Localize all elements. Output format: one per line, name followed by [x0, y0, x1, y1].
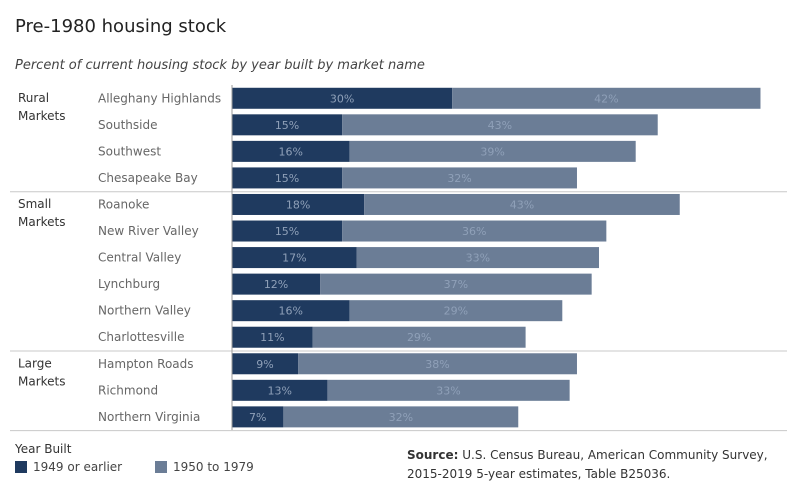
legend-item-1950-to-1979: 1950 to 1979	[155, 460, 254, 474]
bar-charlottesville-1949-or-earlier	[232, 326, 313, 348]
group-label-rural-markets-line-2: Markets	[18, 109, 66, 123]
category-label-hampton-roads: Hampton Roads	[98, 357, 194, 371]
legend-swatch-1950-to-1979	[155, 461, 167, 473]
bar-southwest-1950-to-1979	[349, 140, 636, 162]
category-label-richmond: Richmond	[98, 383, 158, 397]
bar-northern-virginia-1950-to-1979	[283, 406, 519, 428]
bar-northern-virginia-1949-or-earlier	[232, 406, 284, 428]
legend-label-1949-or-earlier: 1949 or earlier	[33, 460, 123, 474]
category-label-chesapeake-bay: Chesapeake Bay	[98, 171, 198, 185]
source-note: Source: U.S. Census Bureau, American Com…	[407, 446, 787, 484]
group-label-small-markets-line-1: Small	[18, 197, 51, 211]
data-label-northern-virginia-1950-to-1979: 32%	[389, 411, 413, 424]
category-label-new-river-valley: New River Valley	[98, 224, 199, 238]
data-label-lynchburg-1950-to-1979: 37%	[444, 278, 468, 291]
category-label-central-valley: Central Valley	[98, 251, 181, 265]
data-label-southside-1950-to-1979: 43%	[488, 119, 512, 132]
bar-richmond-1950-to-1979	[327, 379, 570, 401]
bar-richmond-1949-or-earlier	[232, 379, 328, 401]
data-label-lynchburg-1949-or-earlier: 12%	[264, 278, 288, 291]
bar-new-river-valley-1949-or-earlier	[232, 220, 343, 242]
bar-lynchburg-1949-or-earlier	[232, 273, 321, 295]
category-label-roanoke: Roanoke	[98, 197, 149, 211]
category-label-southside: Southside	[98, 118, 157, 132]
data-label-charlottesville-1950-to-1979: 29%	[407, 331, 431, 344]
data-label-charlottesville-1949-or-earlier: 11%	[260, 331, 284, 344]
group-label-rural-markets-line-1: Rural	[18, 91, 49, 105]
data-label-richmond-1950-to-1979: 33%	[436, 384, 460, 397]
chart-subtitle: Percent of current housing stock by year…	[15, 58, 425, 73]
data-label-central-valley-1949-or-earlier: 17%	[282, 252, 306, 265]
chart-title: Pre-1980 housing stock	[15, 16, 227, 37]
data-label-northern-valley-1949-or-earlier: 16%	[278, 305, 302, 318]
bar-charlottesville-1950-to-1979	[312, 326, 526, 348]
bar-northern-valley-1950-to-1979	[349, 300, 563, 322]
data-label-northern-valley-1950-to-1979: 29%	[444, 305, 468, 318]
data-label-new-river-valley-1949-or-earlier: 15%	[275, 225, 299, 238]
data-label-northern-virginia-1949-or-earlier: 7%	[249, 411, 266, 424]
bar-central-valley-1949-or-earlier	[232, 247, 357, 269]
legend-label-1950-to-1979: 1950 to 1979	[173, 460, 254, 474]
group-label-large-markets-line-2: Markets	[18, 375, 66, 389]
bar-new-river-valley-1950-to-1979	[342, 220, 607, 242]
bar-southwest-1949-or-earlier	[232, 140, 350, 162]
bar-lynchburg-1950-to-1979	[320, 273, 592, 295]
group-label-large-markets-line-1: Large	[18, 357, 52, 371]
data-label-chesapeake-bay-1949-or-earlier: 15%	[275, 172, 299, 185]
bar-southside-1950-to-1979	[342, 114, 658, 136]
bar-hampton-roads-1949-or-earlier	[232, 353, 299, 375]
source-text: U.S. Census Bureau, American Community S…	[407, 448, 768, 481]
data-label-hampton-roads-1950-to-1979: 38%	[425, 358, 449, 371]
category-label-alleghany-highlands: Alleghany Highlands	[98, 91, 221, 105]
bar-roanoke-1949-or-earlier	[232, 193, 365, 215]
legend-item-1949-or-earlier: 1949 or earlier	[15, 460, 122, 474]
bar-chesapeake-bay-1950-to-1979	[342, 167, 577, 189]
data-label-hampton-roads-1949-or-earlier: 9%	[256, 358, 273, 371]
category-label-lynchburg: Lynchburg	[98, 277, 160, 291]
data-label-chesapeake-bay-1950-to-1979: 32%	[447, 172, 471, 185]
data-label-roanoke-1949-or-earlier: 18%	[286, 198, 310, 211]
data-label-southside-1949-or-earlier: 15%	[275, 119, 299, 132]
legend-title: Year Built	[15, 442, 72, 456]
legend-swatch-1949-or-earlier	[15, 461, 27, 473]
group-label-small-markets-line-2: Markets	[18, 215, 66, 229]
bar-alleghany-highlands-1949-or-earlier	[232, 87, 453, 109]
bar-chesapeake-bay-1949-or-earlier	[232, 167, 343, 189]
bar-northern-valley-1949-or-earlier	[232, 300, 350, 322]
category-label-southwest: Southwest	[98, 144, 161, 158]
data-label-richmond-1949-or-earlier: 13%	[267, 384, 291, 397]
data-label-southwest-1949-or-earlier: 16%	[278, 145, 302, 158]
bar-central-valley-1950-to-1979	[356, 247, 599, 269]
data-label-alleghany-highlands-1950-to-1979: 42%	[594, 92, 618, 105]
bar-hampton-roads-1950-to-1979	[298, 353, 577, 375]
data-label-new-river-valley-1950-to-1979: 36%	[462, 225, 486, 238]
data-label-alleghany-highlands-1949-or-earlier: 30%	[330, 92, 354, 105]
bar-southside-1949-or-earlier	[232, 114, 343, 136]
bar-roanoke-1950-to-1979	[364, 193, 680, 215]
data-label-southwest-1950-to-1979: 39%	[480, 145, 504, 158]
category-label-charlottesville: Charlottesville	[98, 330, 184, 344]
category-label-northern-virginia: Northern Virginia	[98, 410, 200, 424]
category-label-northern-valley: Northern Valley	[98, 304, 191, 318]
data-label-central-valley-1950-to-1979: 33%	[466, 252, 490, 265]
data-label-roanoke-1950-to-1979: 43%	[510, 198, 534, 211]
bar-alleghany-highlands-1950-to-1979	[452, 87, 761, 109]
bar-chart: Rural Markets Alleghany Highlands 30% 42% Sou…	[10, 85, 787, 432]
source-label: Source:	[407, 448, 459, 462]
